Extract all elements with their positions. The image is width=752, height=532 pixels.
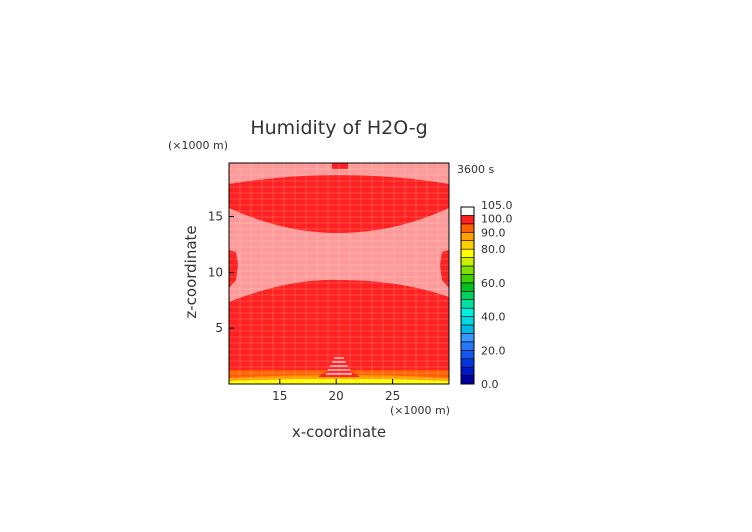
surface-layer-yellow [229, 379, 449, 384]
colorbar-swatch [460, 274, 475, 284]
colorbar-swatch [460, 299, 475, 309]
colorbar-swatch [460, 316, 475, 326]
colorbar-tick-label: 40.0 [481, 311, 506, 324]
colorbar-swatch [460, 375, 475, 385]
colorbar-tick-label: 80.0 [481, 243, 506, 256]
plume-stripe [334, 357, 344, 359]
colorbar-tick-label: 60.0 [481, 277, 506, 290]
colorbar-swatch [460, 265, 475, 275]
x-tick-label: 25 [385, 389, 400, 403]
colorbar-swatch [460, 324, 475, 334]
x-unit-label: (×1000 m) [390, 404, 450, 417]
y-tick-label: 10 [208, 265, 223, 279]
x-axis-label: x-coordinate [292, 423, 386, 441]
y-tick-label: 15 [208, 210, 223, 224]
colorbar-tick-label: 105.0 [481, 199, 513, 212]
colorbar-swatch [460, 223, 475, 233]
y-unit-label: (×1000 m) [168, 139, 228, 152]
colorbar-tick-label: 100.0 [481, 212, 513, 225]
x-axis-ticks: 15 20 25 [272, 379, 400, 403]
y-axis-label: z-coordinate [182, 225, 200, 318]
colorbar-swatch [460, 358, 475, 368]
lower-saturated-region [229, 279, 449, 384]
colorbar-swatch [460, 240, 475, 250]
chart-title: Humidity of H2O-g [250, 117, 427, 139]
contour-field [229, 163, 449, 384]
colorbar-swatch [460, 282, 475, 292]
plume-stripe [330, 365, 348, 367]
colorbar-swatch [460, 248, 475, 258]
colorbar-swatch [460, 307, 475, 317]
plume-stripe [326, 373, 352, 375]
colorbar-swatch [460, 231, 475, 242]
time-label: 3600 s [457, 163, 494, 176]
colorbar-swatch [460, 349, 475, 360]
colorbar-swatch [460, 215, 475, 225]
plume-stripe [332, 361, 346, 363]
upper-saturated-band [229, 175, 449, 233]
y-tick-label: 5 [215, 321, 223, 335]
colorbar-swatch [460, 290, 475, 301]
colorbar-frame [460, 206, 475, 385]
colorbar-swatch [460, 366, 475, 376]
colorbar-swatch [460, 333, 475, 343]
colorbar-swatch [460, 257, 475, 267]
plume-stripe [328, 369, 350, 371]
plot-frame [228, 162, 450, 385]
x-tick-label: 20 [329, 389, 344, 403]
right-notch [440, 250, 449, 288]
left-notch [229, 250, 238, 288]
colorbar-swatch [460, 341, 475, 351]
x-tick-label: 15 [272, 389, 287, 403]
colorbar-swatch [460, 206, 475, 216]
mesh-grid [228, 162, 450, 384]
y-axis-ticks: 5 10 15 [208, 210, 234, 335]
top-cap [332, 163, 348, 169]
colorbar-tick-label: 0.0 [481, 378, 499, 391]
colorbar-tick-label: 90.0 [481, 226, 506, 239]
colorbar-tick-label: 20.0 [481, 344, 506, 357]
